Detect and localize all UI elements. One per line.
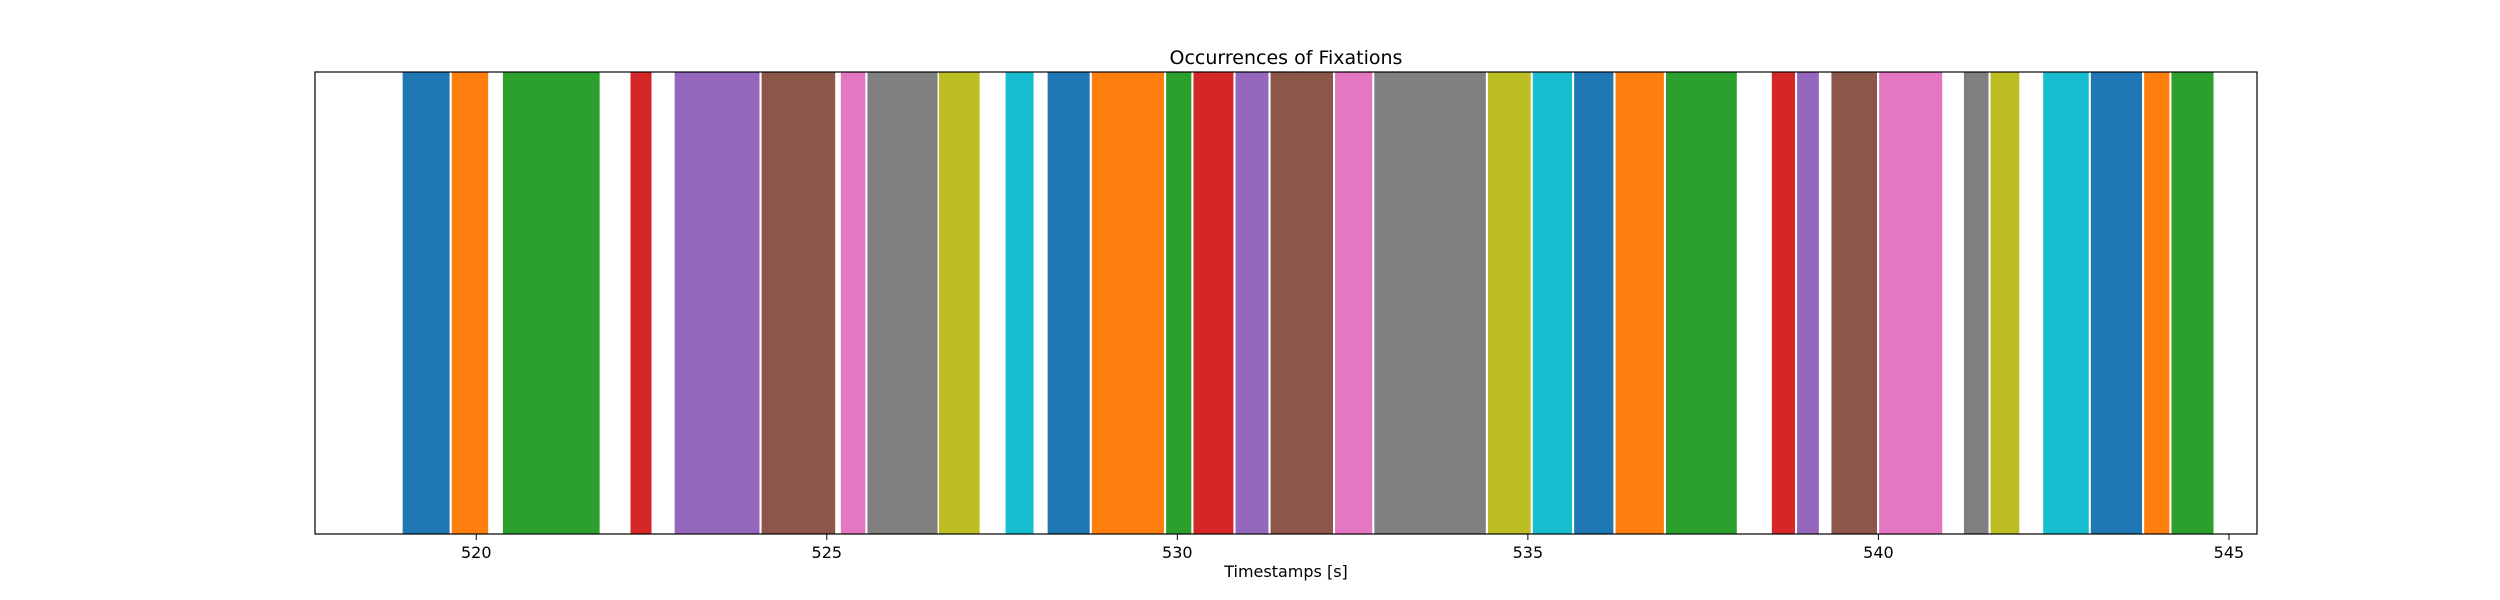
fixation-bar [502, 72, 600, 534]
fixation-bar [1831, 72, 1878, 534]
fixation-bar [2144, 72, 2170, 534]
x-tick-label: 535 [1513, 543, 1544, 562]
fixation-bar [2090, 72, 2143, 534]
fixation-bar [1374, 72, 1486, 534]
fixation-bar [1532, 72, 1573, 534]
chart-title: Occurrences of Fixations [1170, 47, 1403, 69]
fixation-bar [1193, 72, 1234, 534]
fixation-bar [1797, 72, 1819, 534]
fixation-bar [2043, 72, 2089, 534]
x-tick-label: 540 [1863, 543, 1894, 562]
plot-frame [314, 71, 2258, 535]
fixation-bar [1091, 72, 1165, 534]
fixation-bar [1166, 72, 1192, 534]
fixation-bar [1990, 72, 2020, 534]
fixation-bar [867, 72, 938, 534]
fixation-bar [761, 72, 836, 534]
fixation-bar [840, 72, 866, 534]
fixation-bar [1487, 72, 1531, 534]
fixation-bar [1615, 72, 1664, 534]
x-tick-label: 545 [2214, 543, 2245, 562]
fixation-bar [1963, 72, 1989, 534]
x-axis: 520 525 530 535 540 545 [461, 534, 2244, 562]
fixation-bar [1574, 72, 1614, 534]
fixation-bar [1665, 72, 1737, 534]
fixation-bar [1047, 72, 1090, 534]
fixation-bar [1335, 72, 1373, 534]
x-tick-label: 530 [1162, 543, 1193, 562]
x-tick-label: 525 [812, 543, 843, 562]
fixation-bar [2171, 72, 2214, 534]
fixation-bar [1879, 72, 1943, 534]
fixation-bar [1270, 72, 1333, 534]
fixation-bar [1771, 72, 1795, 534]
fixation-bar [938, 72, 980, 534]
x-tick-label: 520 [461, 543, 492, 562]
fixation-bar [674, 72, 760, 534]
fixation-bar [402, 72, 450, 534]
fixation-bar [1235, 72, 1269, 534]
fixation-bar [1005, 72, 1034, 534]
fixation-bar [451, 72, 489, 534]
fixation-bars [402, 72, 2214, 534]
x-axis-title: Timestamps [s] [1223, 562, 1348, 581]
fixation-bar [630, 72, 652, 534]
